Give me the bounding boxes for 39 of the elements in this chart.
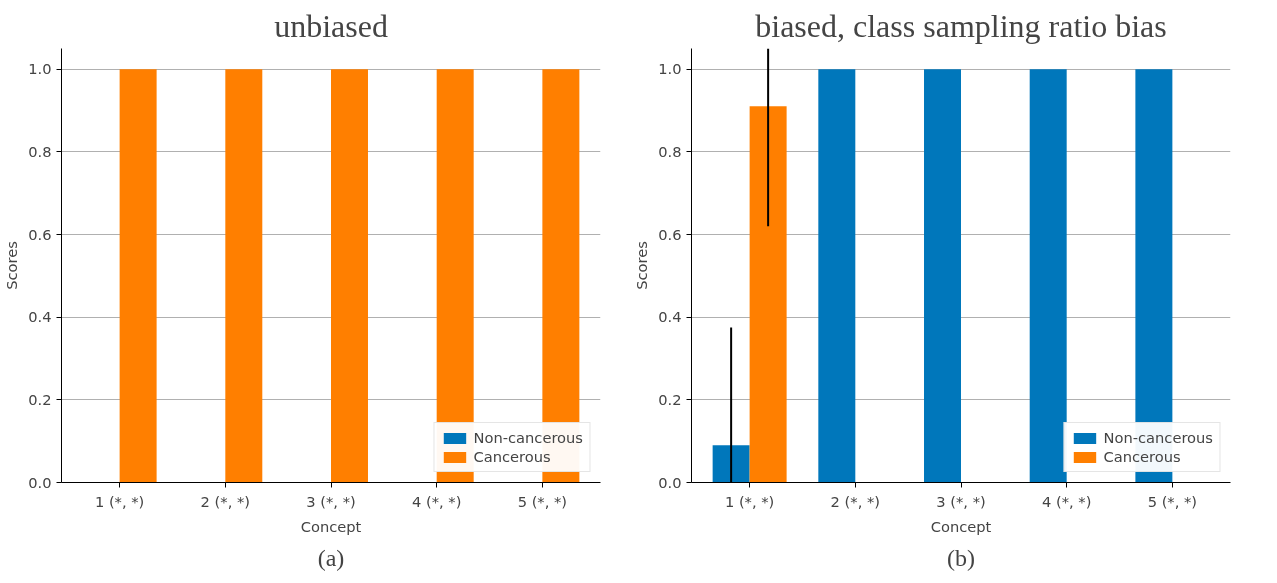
y-tick-label: 0.2 bbox=[28, 390, 52, 408]
text: (a) bbox=[317, 544, 345, 571]
y-tick-label: 0.4 bbox=[28, 308, 52, 326]
y-tick-label: 1.0 bbox=[658, 60, 682, 78]
chart-title: unbiased bbox=[274, 7, 388, 44]
x-tick-label: 4 (*, *) bbox=[411, 492, 462, 510]
bar bbox=[749, 106, 787, 483]
bar bbox=[1029, 69, 1067, 483]
bar bbox=[924, 69, 961, 483]
legend-label: Non-cancerous bbox=[473, 429, 583, 446]
y-tick-label: 0.0 bbox=[658, 473, 682, 491]
x-tick-label: 2 (*, *) bbox=[830, 492, 881, 510]
x-tick-label: 4 (*, *) bbox=[1041, 492, 1092, 510]
x-tick-label: 3 (*, *) bbox=[936, 492, 986, 510]
chart-title: biased, class sampling ratio bias bbox=[755, 7, 1167, 44]
bar bbox=[712, 445, 750, 483]
text: (b) bbox=[947, 544, 975, 571]
x-axis-title: Concept bbox=[930, 517, 992, 535]
y-tick-label: 0.0 bbox=[28, 473, 52, 491]
y-tick-label: 0.2 bbox=[658, 390, 682, 408]
x-tick-label: 3 (*, *) bbox=[306, 492, 356, 510]
bar bbox=[818, 69, 856, 483]
y-tick-label: 0.4 bbox=[658, 308, 682, 326]
x-axis-title: Concept bbox=[300, 517, 362, 535]
legend-label: Non-cancerous bbox=[1103, 429, 1213, 446]
y-tick-label: 1.0 bbox=[28, 60, 52, 78]
x-tick-label: 5 (*, *) bbox=[1147, 492, 1198, 510]
y-tick-label: 0.8 bbox=[28, 142, 52, 160]
y-tick-label: 0.6 bbox=[658, 225, 682, 243]
y-tick-label: 0.8 bbox=[658, 142, 682, 160]
legend-label: Cancerous bbox=[473, 448, 551, 465]
legend-label: Cancerous bbox=[1103, 448, 1181, 465]
y-tick-label: 0.6 bbox=[28, 225, 52, 243]
y-axis-title: Scores bbox=[633, 241, 651, 290]
x-tick-label: 2 (*, *) bbox=[200, 492, 251, 510]
y-axis-title: Scores bbox=[3, 241, 21, 290]
x-tick-label: 5 (*, *) bbox=[517, 492, 568, 510]
x-tick-label: 1 (*, *) bbox=[94, 492, 145, 510]
x-tick-label: 1 (*, *) bbox=[724, 492, 775, 510]
